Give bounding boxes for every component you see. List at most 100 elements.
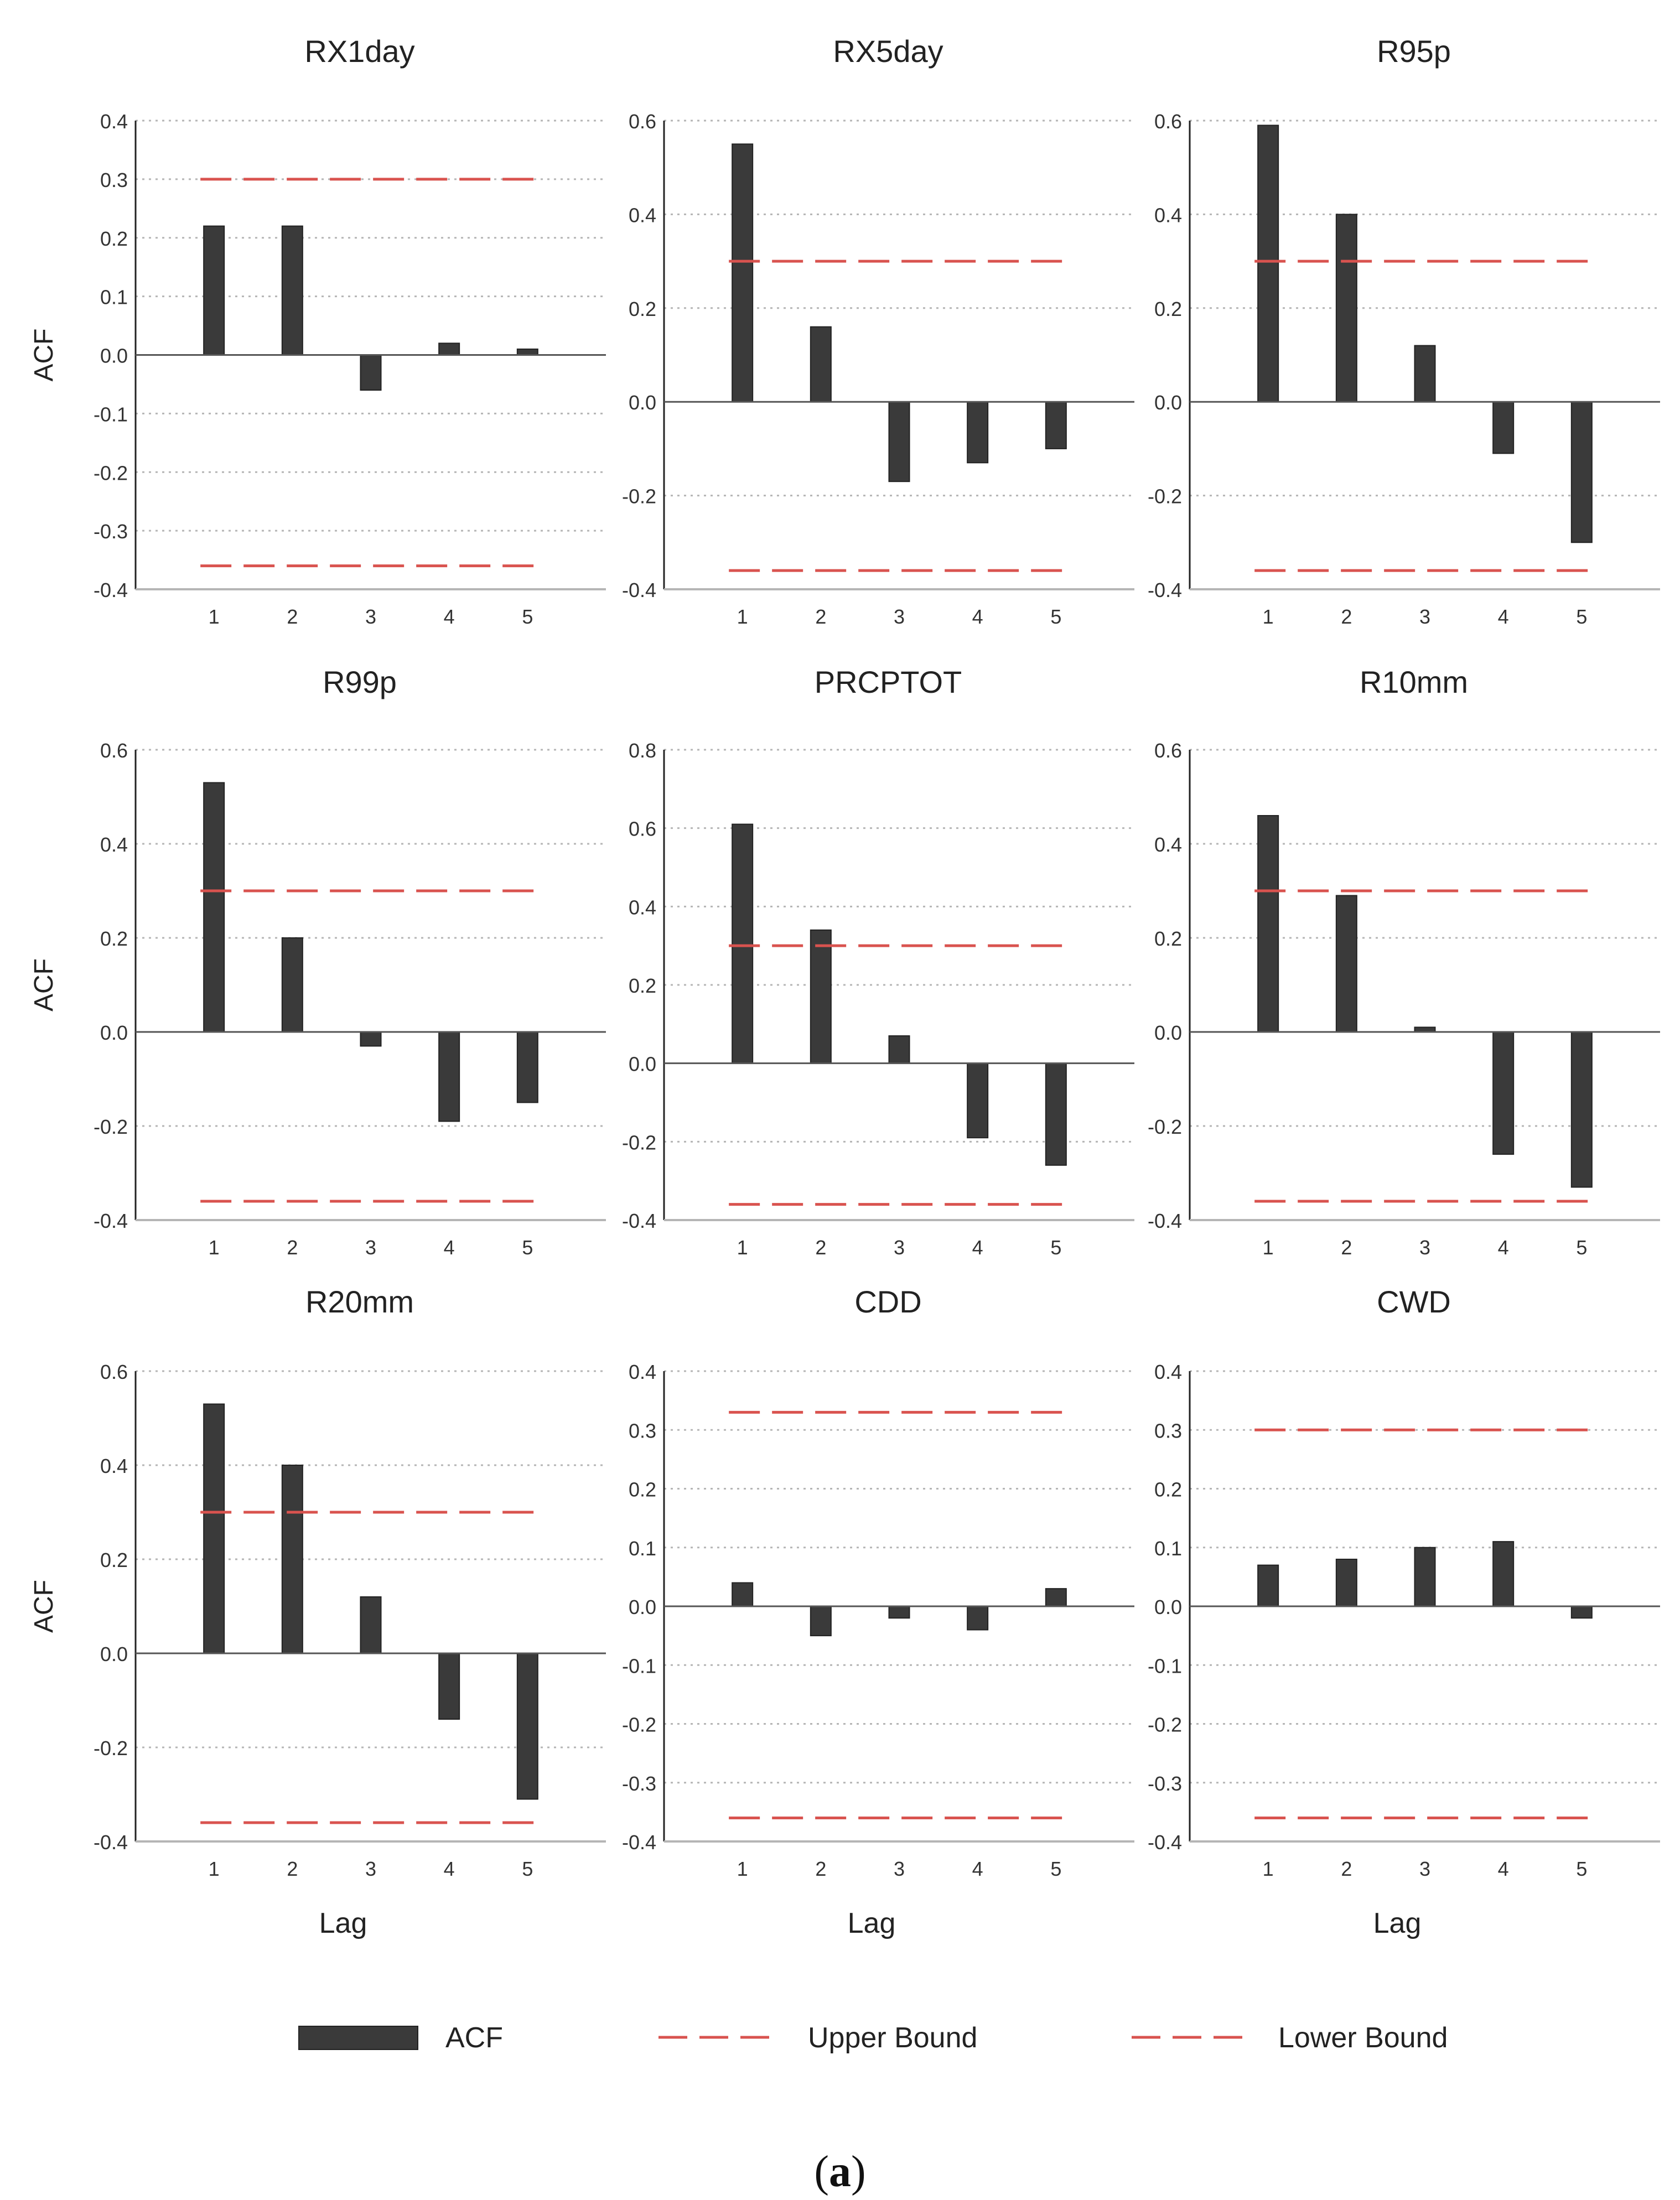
acf-bar bbox=[1335, 895, 1357, 1032]
y-tick-label: -0.2 bbox=[622, 1131, 656, 1154]
chart-panel-r10mm: R10mm 0.6 0.4 0.2 0.0 -0.2 -0.4 1 2 3 4 5 bbox=[1148, 665, 1660, 1259]
y-tick-label: 0.0 bbox=[629, 391, 656, 414]
acf-bar bbox=[732, 823, 754, 1064]
y-axis-label: ACF bbox=[29, 1580, 59, 1633]
chart-panel-cwd: CWD 0.4 0.3 0.2 0.1 0.0 -0.1 -0.2 -0.3 -0.4 1 2 3 4 5 L… bbox=[1148, 1284, 1660, 1939]
y-tick-label: 0.0 bbox=[629, 1596, 656, 1618]
acf-bar bbox=[203, 225, 225, 356]
x-tick-label: 4 bbox=[444, 1236, 455, 1259]
caption-close: ) bbox=[851, 2147, 866, 2196]
acf-bar bbox=[1492, 1541, 1515, 1607]
x-tick-label: 4 bbox=[972, 605, 983, 628]
x-tick-label: 1 bbox=[209, 1236, 220, 1259]
acf-bar bbox=[203, 1403, 225, 1654]
y-tick-label: -0.4 bbox=[1148, 1831, 1182, 1854]
y-tick-label: 0.0 bbox=[1154, 1021, 1182, 1044]
y-tick-label: -0.4 bbox=[622, 1210, 656, 1232]
y-tick-label: -0.4 bbox=[94, 1831, 128, 1854]
y-tick-label: -0.4 bbox=[94, 579, 128, 601]
acf-bar bbox=[438, 343, 460, 356]
x-axis-label: Lag bbox=[1373, 1907, 1422, 1939]
y-tick-label: 0.0 bbox=[100, 1643, 128, 1665]
acf-bar bbox=[281, 1465, 303, 1654]
y-tick-label: 0.4 bbox=[1154, 1361, 1182, 1383]
y-tick-label: 0.2 bbox=[1154, 927, 1182, 950]
x-tick-label: 4 bbox=[972, 1857, 983, 1880]
x-tick-label: 3 bbox=[1419, 605, 1430, 628]
acf-bar bbox=[967, 1062, 989, 1139]
acf-bar bbox=[732, 1582, 754, 1607]
figure-caption: (a) bbox=[0, 2147, 1680, 2197]
acf-bar bbox=[281, 937, 303, 1032]
y-tick-label: 0.0 bbox=[100, 345, 128, 367]
y-tick-label: 0.2 bbox=[629, 1478, 656, 1501]
x-tick-label: 3 bbox=[1419, 1857, 1430, 1880]
y-tick-label: 0.3 bbox=[100, 169, 128, 191]
chart-panel-rx1day: RX1day 0.4 0.3 0.2 0.1 0.0 -0.1 -0.2 -0.3 -0.4 1 2 3… bbox=[29, 34, 606, 628]
acf-bar bbox=[438, 1031, 460, 1122]
x-tick-label: 4 bbox=[444, 605, 455, 628]
y-tick-label: -0.2 bbox=[1148, 1714, 1182, 1736]
y-tick-label: 0.4 bbox=[100, 1455, 128, 1477]
chart-title: PRCPTOT bbox=[815, 665, 962, 699]
x-tick-label: 3 bbox=[894, 605, 905, 628]
acf-bar bbox=[516, 348, 538, 356]
y-tick-label: -0.4 bbox=[1148, 1210, 1182, 1232]
acf-bar bbox=[1045, 1062, 1067, 1166]
x-tick-label: 5 bbox=[1576, 1857, 1587, 1880]
x-axis-label: Lag bbox=[848, 1907, 896, 1939]
x-tick-label: 1 bbox=[1263, 1236, 1274, 1259]
y-tick-label: 0.4 bbox=[629, 204, 656, 226]
x-axis-label: Lag bbox=[319, 1907, 367, 1939]
chart-panel-prcptot: PRCPTOT 0.8 0.6 0.4 0.2 0.0 -0.2 -0.4 1 2 3 4 5 bbox=[622, 665, 1134, 1259]
legend: ACF Upper Bound Lower Bound bbox=[298, 2022, 1448, 2054]
acf-bar bbox=[810, 326, 832, 403]
acf-bar bbox=[1257, 1564, 1279, 1607]
y-tick-label: 0.2 bbox=[629, 298, 656, 320]
y-tick-label: -0.4 bbox=[1148, 579, 1182, 601]
acf-bar bbox=[1045, 1588, 1067, 1607]
x-tick-label: 4 bbox=[444, 1857, 455, 1880]
acf-bar bbox=[1492, 1031, 1515, 1155]
caption-open: ( bbox=[814, 2147, 829, 2196]
y-tick-label: -0.2 bbox=[1148, 485, 1182, 508]
acf-bar bbox=[1257, 815, 1279, 1032]
y-tick-label: 0.6 bbox=[100, 739, 128, 762]
x-tick-label: 5 bbox=[1050, 1857, 1061, 1880]
acf-bar bbox=[203, 782, 225, 1032]
chart-title: R20mm bbox=[305, 1284, 414, 1319]
y-tick-label: 0.3 bbox=[1154, 1419, 1182, 1442]
acf-bar bbox=[516, 1031, 538, 1103]
y-tick-label: 0.4 bbox=[1154, 204, 1182, 226]
chart-title: R10mm bbox=[1360, 665, 1468, 699]
chart-panel-rx5day: RX5day 0.6 0.4 0.2 0.0 -0.2 -0.4 1 2 3 4 5 bbox=[622, 34, 1134, 628]
x-tick-label: 5 bbox=[522, 1857, 533, 1880]
y-tick-label: 0.0 bbox=[629, 1053, 656, 1076]
acf-bar bbox=[1414, 345, 1436, 403]
y-tick-label: 0.3 bbox=[629, 1419, 656, 1442]
y-tick-label: -0.4 bbox=[622, 579, 656, 601]
y-tick-label: 0.0 bbox=[100, 1021, 128, 1044]
y-tick-label: 0.0 bbox=[1154, 391, 1182, 414]
acf-bar bbox=[360, 354, 382, 391]
x-tick-label: 4 bbox=[972, 1236, 983, 1259]
acf-bar bbox=[1335, 1559, 1357, 1607]
x-tick-label: 5 bbox=[1576, 1236, 1587, 1259]
x-tick-label: 2 bbox=[815, 605, 826, 628]
y-tick-label: 0.0 bbox=[1154, 1596, 1182, 1618]
acf-bar bbox=[810, 1606, 832, 1637]
x-tick-label: 2 bbox=[1341, 1236, 1352, 1259]
x-tick-label: 5 bbox=[1050, 605, 1061, 628]
x-tick-label: 1 bbox=[737, 605, 748, 628]
y-tick-label: -0.4 bbox=[622, 1831, 656, 1854]
x-tick-label: 2 bbox=[287, 605, 298, 628]
x-tick-label: 2 bbox=[1341, 605, 1352, 628]
x-tick-label: 1 bbox=[209, 1857, 220, 1880]
chart-panel-r95p: R95p 0.6 0.4 0.2 0.0 -0.2 -0.4 1 2 3 4 5 bbox=[1148, 34, 1660, 628]
y-axis-label: ACF bbox=[29, 958, 59, 1011]
x-tick-label: 1 bbox=[737, 1236, 748, 1259]
y-tick-label: -0.1 bbox=[622, 1654, 656, 1677]
legend-acf-label: ACF bbox=[445, 2022, 503, 2054]
y-tick-label: 0.6 bbox=[629, 110, 656, 133]
